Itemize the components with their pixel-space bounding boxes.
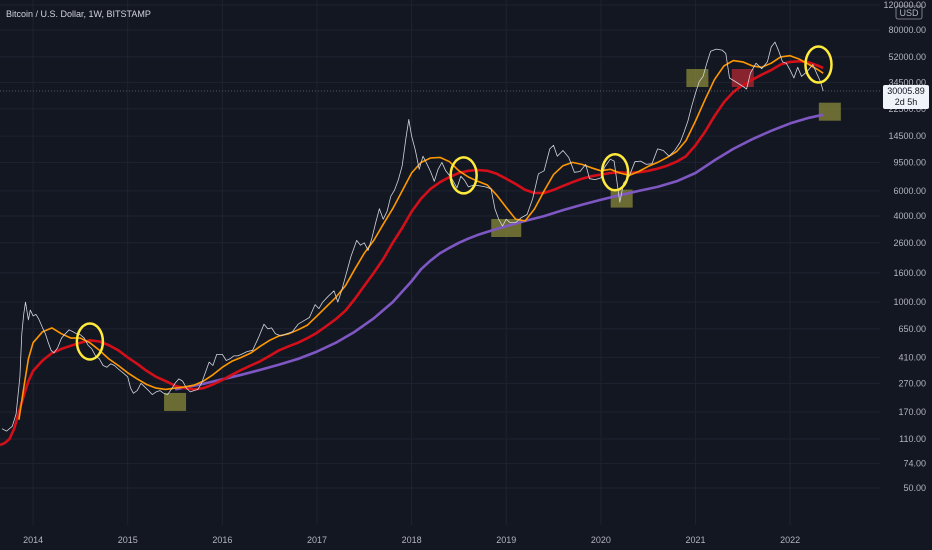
series-line-ma-red <box>0 59 824 447</box>
y-tick-label: 9500.00 <box>893 157 926 167</box>
series-line-ma-purple <box>174 113 824 391</box>
y-tick-label: 110.00 <box>899 434 926 444</box>
x-tick-label: 2014 <box>23 535 43 545</box>
x-tick-label: 2016 <box>212 535 232 545</box>
x-tick-label: 2021 <box>685 535 705 545</box>
y-tick-label: 52000.00 <box>888 52 926 62</box>
annotation-box <box>686 69 709 88</box>
series-lines <box>0 41 824 447</box>
annotation-box <box>164 392 187 411</box>
y-tick-label: 650.00 <box>898 324 926 334</box>
y-tick-label: 14500.00 <box>888 131 926 141</box>
last-price-box-bg <box>883 85 929 110</box>
y-tick-label: 120000.00 <box>883 0 926 10</box>
currency-button[interactable]: USD <box>895 5 923 20</box>
y-tick-label: 1000.00 <box>893 297 926 307</box>
currency-label[interactable]: USD <box>899 8 919 18</box>
y-tick-label: 4000.00 <box>893 211 926 221</box>
x-tick-label: 2015 <box>118 535 138 545</box>
annotation-circle <box>804 45 833 84</box>
y-tick-label: 80000.00 <box>888 25 926 35</box>
series-line-ma-orange <box>18 54 824 420</box>
annotation-circle <box>600 153 630 192</box>
x-tick-label: 2020 <box>591 535 611 545</box>
y-tick-label: 270.00 <box>898 378 926 388</box>
currency-button-border[interactable] <box>895 5 923 20</box>
x-axis: 2014 2015 2016 2017 2018 2019 2020 2021 2022 <box>23 535 800 545</box>
annotation-box <box>818 102 841 121</box>
x-tick-label: 2018 <box>402 535 422 545</box>
chart-title: Bitcoin / U.S. Dollar, 1W, BITSTAMP <box>6 9 151 19</box>
y-tick-label: 410.00 <box>898 352 926 362</box>
y-tick-label: 50.00 <box>903 483 926 493</box>
x-tick-label: 2022 <box>780 535 800 545</box>
series-line-price <box>1 41 824 432</box>
countdown-label: 2d 5h <box>895 97 918 107</box>
y-tick-label: 6000.00 <box>893 186 926 196</box>
grid <box>0 0 880 525</box>
x-tick-label: 2019 <box>496 535 516 545</box>
y-tick-label: 34500.00 <box>888 77 926 87</box>
y-tick-label: 1600.00 <box>893 268 926 278</box>
y-tick-label: 74.00 <box>903 459 926 469</box>
x-tick-label: 2017 <box>307 535 327 545</box>
last-price-box: 30005.89 2d 5h <box>883 85 929 110</box>
y-tick-label: 2600.00 <box>893 238 926 248</box>
annotation-circle <box>449 156 478 195</box>
y-tick-label: 170.00 <box>898 407 926 417</box>
annotation-circle <box>75 322 105 361</box>
last-price-label: 30005.89 <box>887 86 925 96</box>
annotation-circles <box>75 45 833 361</box>
